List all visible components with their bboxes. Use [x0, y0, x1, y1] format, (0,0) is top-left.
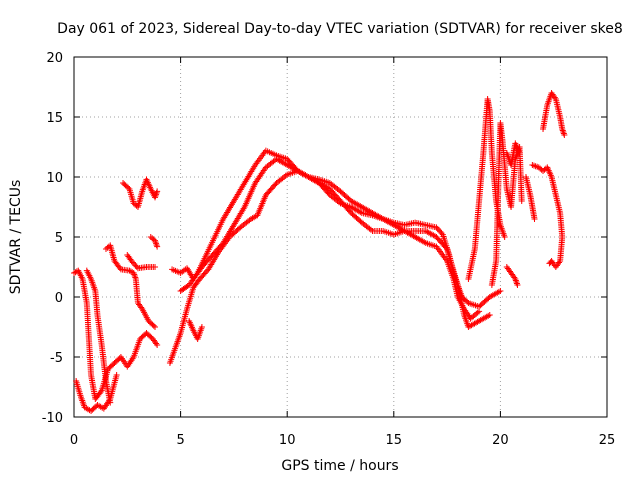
data-point	[113, 372, 120, 378]
data-point	[501, 234, 508, 240]
data-point	[133, 263, 140, 270]
data-point	[514, 282, 521, 288]
data-point	[435, 227, 442, 234]
data-point	[559, 127, 566, 134]
y-tick-label: 0	[55, 291, 63, 306]
data-point	[128, 258, 135, 264]
y-tick-label: -5	[50, 351, 63, 366]
data-point	[438, 230, 445, 237]
data-point	[560, 130, 567, 137]
series-track-o	[503, 264, 521, 288]
series-track-e	[124, 252, 159, 272]
x-tick-label: 0	[70, 433, 78, 448]
series-track-g	[147, 234, 161, 250]
data-point	[132, 274, 139, 281]
y-tick-label: 15	[46, 111, 63, 126]
data-point	[546, 260, 553, 267]
series-track-b	[73, 372, 120, 414]
series-track-f	[120, 176, 161, 210]
series-track-r	[540, 90, 568, 138]
data-point	[198, 324, 205, 330]
data-point	[486, 312, 493, 318]
data-point	[497, 288, 504, 294]
data-point	[516, 150, 523, 156]
x-tick-label: 20	[492, 433, 509, 448]
data-point	[154, 188, 161, 195]
data-point	[154, 342, 161, 348]
series-track-l	[465, 96, 508, 282]
data-points	[71, 90, 568, 414]
x-tick-label: 10	[279, 433, 296, 448]
y-tick-label: -10	[42, 411, 63, 426]
series-track-k	[186, 318, 205, 342]
series-track-d	[102, 242, 159, 330]
y-axis-label: SDTVAR / TECUs	[8, 180, 24, 295]
chart-title: Day 061 of 2023, Sidereal Day-to-day VTE…	[57, 21, 623, 37]
data-point	[132, 262, 139, 269]
tick-labels: 0 5 10 15 20 25 -10 -5 0 5 10 15 20	[42, 51, 616, 448]
series-track-c	[83, 267, 114, 406]
data-point	[129, 259, 136, 266]
data-point	[150, 322, 157, 329]
data-point	[434, 225, 441, 232]
data-point	[154, 243, 161, 250]
data-point	[437, 228, 444, 235]
data-point	[272, 181, 279, 188]
y-tick-label: 20	[46, 51, 63, 66]
series-track-q	[529, 162, 566, 270]
data-point	[560, 129, 567, 135]
data-point	[531, 216, 538, 222]
x-axis-label: GPS time / hours	[281, 458, 398, 474]
data-point	[433, 224, 440, 231]
data-point	[346, 208, 353, 215]
series-track-n	[503, 140, 523, 168]
data-point	[325, 190, 332, 197]
data-point	[153, 242, 160, 249]
data-point	[204, 267, 211, 274]
data-point	[474, 309, 481, 316]
data-point	[518, 198, 525, 204]
y-tick-label: 10	[46, 171, 63, 186]
x-tick-label: 15	[386, 433, 403, 448]
data-point	[152, 324, 159, 330]
series-track-j	[177, 147, 504, 310]
grid-lines	[74, 57, 607, 417]
series-track-m	[488, 120, 525, 288]
data-point	[464, 298, 471, 305]
data-point	[512, 277, 519, 284]
data-point	[97, 389, 104, 395]
x-tick-label: 25	[599, 433, 616, 448]
data-point	[107, 399, 114, 406]
axis-ticks	[73, 56, 608, 418]
y-tick-label: 5	[55, 231, 63, 246]
data-point	[131, 260, 138, 267]
series-track-p	[522, 174, 538, 222]
data-point	[513, 280, 520, 287]
data-point	[152, 264, 159, 270]
data-point	[547, 259, 554, 266]
data-point	[561, 132, 568, 138]
x-tick-label: 5	[176, 433, 184, 448]
